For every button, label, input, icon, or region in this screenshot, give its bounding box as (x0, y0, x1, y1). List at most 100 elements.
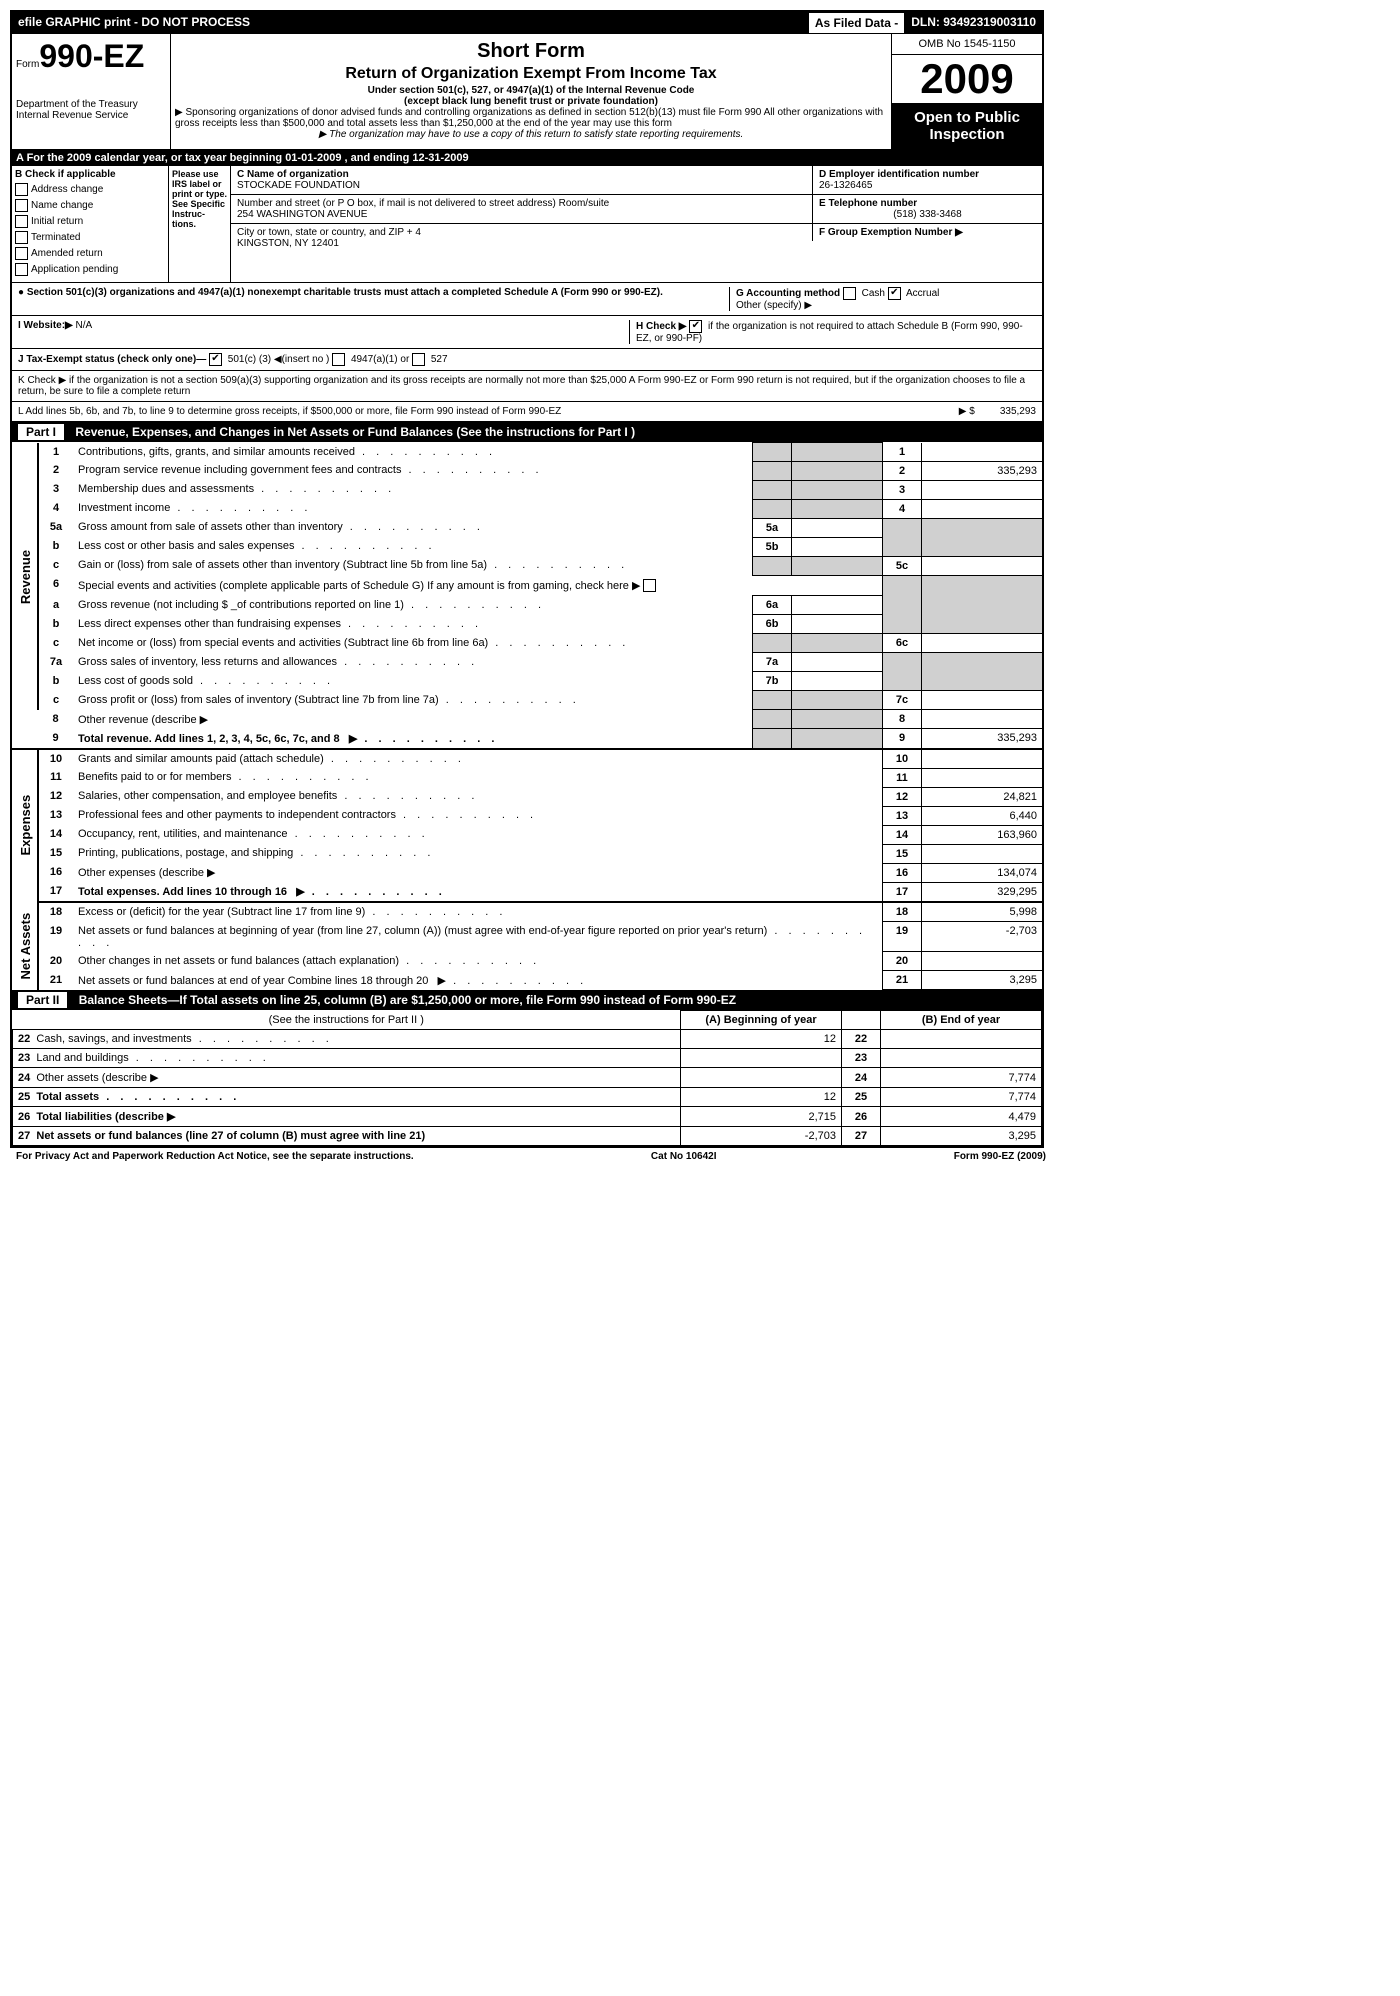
col-def: D Employer identification number 26-1326… (812, 166, 1042, 282)
line-1: Contributions, gifts, grants, and simila… (73, 443, 753, 462)
col-b-head: B Check if applicable (15, 169, 165, 180)
cb-527[interactable] (412, 353, 425, 366)
accounting-method: G Accounting method Cash ✔ Accrual Other… (729, 287, 1036, 311)
part-1-label: Part I (18, 424, 64, 440)
ein-block: D Employer identification number 26-1326… (812, 166, 1042, 195)
col-b: B Check if applicable Address change Nam… (12, 166, 169, 282)
tax-year: 2009 (892, 55, 1042, 103)
line-4: Investment income (73, 499, 753, 518)
cb-h[interactable]: ✔ (689, 320, 702, 333)
bs-27: 27 Net assets or fund balances (line 27 … (13, 1127, 681, 1146)
balance-sheet-table: (See the instructions for Part II ) (A) … (12, 1010, 1042, 1146)
cb-gaming[interactable] (643, 579, 656, 592)
irs-instructions-box: Please use IRS label or print or type. S… (169, 166, 231, 282)
line-17: Total expenses. Add lines 10 through 16 … (73, 882, 883, 902)
cb-name[interactable]: Name change (15, 199, 165, 212)
subtitle-1: Under section 501(c), 527, or 4947(a)(1)… (175, 85, 887, 96)
cb-terminated[interactable]: Terminated (15, 231, 165, 244)
asfiled-label: As Filed Data - (808, 12, 905, 34)
addr-label: Number and street (or P O box, if mail i… (237, 198, 609, 209)
footer-mid: Cat No 10642I (651, 1151, 717, 1162)
row-j: J Tax-Exempt status (check only one)— ✔ … (12, 349, 1042, 371)
info-block: B Check if applicable Address change Nam… (12, 166, 1042, 283)
note-1: ▶ Sponsoring organizations of donor advi… (175, 107, 887, 129)
irs-label: Internal Revenue Service (16, 110, 166, 121)
cb-pending[interactable]: Application pending (15, 263, 165, 276)
addr-block: Number and street (or P O box, if mail i… (231, 195, 812, 224)
line-3: Membership dues and assessments (73, 480, 753, 499)
part-1-title: Revenue, Expenses, and Changes in Net As… (75, 425, 635, 439)
form-number: 990-EZ (39, 38, 144, 74)
line-5b: Less cost or other basis and sales expen… (73, 537, 753, 556)
bs-26: 26 Total liabilities (describe ▶ (13, 1107, 681, 1127)
l-value-cell: ▶ $ 335,293 (886, 406, 1036, 417)
line-7b: Less cost of goods sold (73, 672, 753, 691)
line-10: Grants and similar amounts paid (attach … (73, 749, 883, 769)
part-2-header: Part II Balance Sheets—If Total assets o… (12, 990, 1042, 1010)
org-name-block: C Name of organization STOCKADE FOUNDATI… (231, 166, 812, 195)
cb-cash[interactable] (843, 287, 856, 300)
line-20: Other changes in net assets or fund bala… (73, 952, 883, 971)
form-990ez: efile GRAPHIC print - DO NOT PROCESS As … (10, 10, 1044, 1148)
ein-value: 26-1326465 (819, 180, 872, 191)
city-label: City or town, state or country, and ZIP … (237, 227, 421, 238)
group-exemption-label: F Group Exemption Number ▶ (819, 227, 963, 238)
cb-amended[interactable]: Amended return (15, 247, 165, 260)
website-value: N/A (76, 320, 93, 331)
part2-instructions: (See the instructions for Part II ) (13, 1011, 681, 1030)
g-label: G Accounting method (736, 288, 840, 299)
addr-value: 254 WASHINGTON AVENUE (237, 209, 367, 220)
section-501c3-note: ● Section 501(c)(3) organizations and 49… (18, 287, 729, 311)
footer-left: For Privacy Act and Paperwork Reduction … (16, 1151, 414, 1162)
title-return: Return of Organization Exempt From Incom… (175, 65, 887, 83)
line-7c: Gross profit or (loss) from sales of inv… (73, 691, 753, 710)
l-value: 335,293 (1000, 406, 1036, 417)
vlabel-expenses: Expenses (12, 749, 38, 903)
note-2: ▶ The organization may have to use a cop… (175, 129, 887, 140)
cb-initial[interactable]: Initial return (15, 215, 165, 228)
city-block: City or town, state or country, and ZIP … (231, 224, 812, 252)
line-2: Program service revenue including govern… (73, 461, 753, 480)
omb-number: OMB No 1545-1150 (892, 34, 1042, 55)
subtitle-2: (except black lung benefit trust or priv… (175, 96, 887, 107)
row-501c3-g: ● Section 501(c)(3) organizations and 49… (12, 283, 1042, 316)
line-6c: Net income or (loss) from special events… (73, 634, 753, 653)
header: Form990-EZ Department of the Treasury In… (12, 34, 1042, 150)
cb-4947[interactable] (332, 353, 345, 366)
i-label: I Website:▶ (18, 320, 73, 331)
footer-right: Form 990-EZ (2009) (954, 1151, 1046, 1162)
title-short-form: Short Form (175, 40, 887, 63)
row-i-h: I Website:▶ N/A H Check ▶ ✔ if the organ… (12, 316, 1042, 349)
line-19: Net assets or fund balances at beginning… (73, 922, 883, 952)
line-5c: Gain or (loss) from sale of assets other… (73, 556, 753, 575)
row-k: K Check ▶ if the organization is not a s… (12, 371, 1042, 402)
line-16: Other expenses (describe ▶ (73, 863, 883, 882)
line-15: Printing, publications, postage, and shi… (73, 844, 883, 863)
line-5a: Gross amount from sale of assets other t… (73, 518, 753, 537)
line-9: Total revenue. Add lines 1, 2, 3, 4, 5c,… (73, 729, 753, 749)
vlabel-netassets: Net Assets (12, 902, 38, 990)
header-right: OMB No 1545-1150 2009 Open to Public Ins… (891, 34, 1042, 149)
line-6: Special events and activities (complete … (73, 575, 883, 596)
form-prefix: Form (16, 59, 39, 70)
top-bar: efile GRAPHIC print - DO NOT PROCESS As … (12, 12, 1042, 34)
cb-accrual[interactable]: ✔ (888, 287, 901, 300)
open-public-1: Open to Public (894, 109, 1040, 126)
section-a: A For the 2009 calendar year, or tax yea… (12, 150, 1042, 166)
group-exemption: F Group Exemption Number ▶ (812, 224, 1042, 241)
line-14: Occupancy, rent, utilities, and maintena… (73, 825, 883, 844)
part-1-header: Part I Revenue, Expenses, and Changes in… (12, 422, 1042, 442)
cb-address[interactable]: Address change (15, 183, 165, 196)
bs-24: 24 Other assets (describe ▶ (13, 1068, 681, 1088)
line-8: Other revenue (describe ▶ (73, 710, 753, 729)
header-left: Form990-EZ Department of the Treasury In… (12, 34, 171, 149)
line-6a: Gross revenue (not including $ _of contr… (73, 596, 753, 615)
cb-501c[interactable]: ✔ (209, 353, 222, 366)
ein-label: D Employer identification number (819, 169, 979, 180)
dln-label: DLN: 93492319003110 (905, 12, 1042, 34)
part-1-table: Revenue 1Contributions, gifts, grants, a… (12, 442, 1042, 990)
open-public-2: Inspection (894, 126, 1040, 143)
col-c: C Name of organization STOCKADE FOUNDATI… (231, 166, 812, 282)
l-text: L Add lines 5b, 6b, and 7b, to line 9 to… (18, 406, 886, 417)
line-13: Professional fees and other payments to … (73, 806, 883, 825)
